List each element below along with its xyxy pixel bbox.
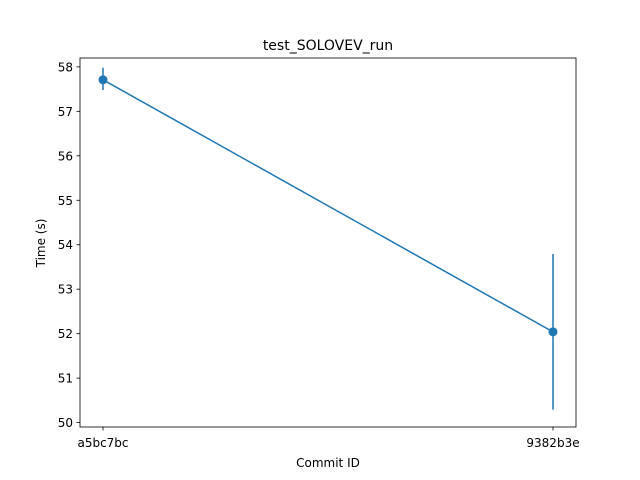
series-line	[102, 79, 554, 333]
y-axis-label: Time (s)	[34, 219, 48, 269]
y-tick-label: 55	[58, 194, 73, 208]
y-tick-label: 52	[58, 327, 73, 341]
y-tick-label: 54	[58, 238, 73, 252]
data-point	[98, 75, 108, 85]
y-tick-label: 53	[58, 283, 73, 297]
y-tick-label: 51	[58, 372, 73, 386]
y-tick-label: 56	[58, 149, 73, 163]
x-axis: a5bc7bc 9382b3e	[77, 427, 580, 450]
x-tick-label: 9382b3e	[526, 436, 579, 450]
series-layer	[98, 67, 558, 410]
data-point	[548, 327, 558, 337]
y-axis: 50 51 52 53 54 55 56 57 58	[58, 60, 80, 430]
x-axis-label: Commit ID	[296, 456, 360, 470]
chart-title: test_SOLOVEV_run	[263, 38, 393, 54]
y-tick-label: 58	[58, 60, 73, 74]
x-tick-label: a5bc7bc	[77, 436, 128, 450]
y-tick-label: 50	[58, 416, 73, 430]
y-tick-label: 57	[58, 105, 73, 119]
plot-frame	[79, 57, 577, 428]
